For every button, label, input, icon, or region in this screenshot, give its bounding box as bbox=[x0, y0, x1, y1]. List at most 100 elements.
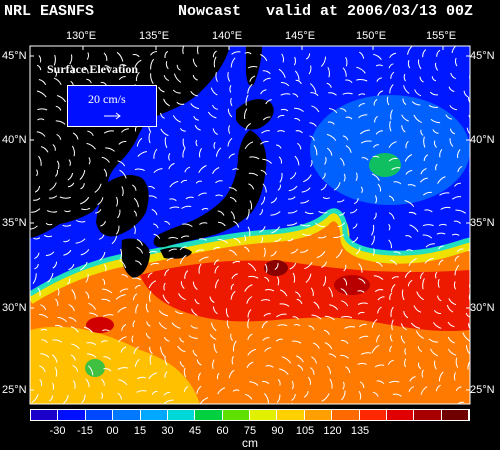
current-vector bbox=[38, 155, 42, 166]
current-vector bbox=[119, 259, 127, 269]
current-vector bbox=[40, 304, 47, 311]
current-vector bbox=[148, 372, 157, 380]
current-vector bbox=[53, 54, 56, 66]
current-vector bbox=[216, 372, 220, 380]
current-vector bbox=[176, 64, 181, 71]
current-vector bbox=[244, 393, 253, 400]
current-vector bbox=[53, 77, 62, 85]
current-vector bbox=[182, 223, 193, 228]
current-vector bbox=[98, 234, 105, 240]
current-vector bbox=[229, 196, 237, 203]
current-vector bbox=[457, 401, 465, 404]
current-vector bbox=[262, 77, 271, 82]
current-vector bbox=[318, 235, 327, 239]
current-vector bbox=[232, 260, 241, 264]
current-vector bbox=[46, 210, 58, 213]
current-vector bbox=[149, 290, 152, 302]
current-vector bbox=[38, 79, 47, 86]
current-vector bbox=[34, 185, 41, 193]
current-vector bbox=[30, 225, 38, 230]
current-vector bbox=[260, 54, 268, 62]
current-vector bbox=[94, 183, 102, 193]
current-vector bbox=[198, 192, 207, 197]
current-vector bbox=[182, 147, 186, 158]
lon-label-155: 155°E bbox=[426, 30, 457, 42]
current-vector bbox=[280, 81, 290, 87]
current-vector bbox=[423, 136, 426, 148]
current-vector bbox=[333, 234, 345, 239]
current-vector bbox=[288, 185, 298, 192]
current-vector bbox=[89, 312, 98, 317]
current-vector bbox=[48, 195, 58, 199]
current-vector bbox=[227, 108, 233, 118]
reference-vector-box: 20 cm/s bbox=[67, 85, 157, 127]
current-vector bbox=[270, 211, 281, 216]
current-vector bbox=[149, 354, 152, 365]
current-vector bbox=[372, 155, 380, 158]
current-vector bbox=[420, 129, 424, 136]
current-vector bbox=[295, 355, 304, 363]
current-vector bbox=[308, 325, 315, 331]
current-vector bbox=[67, 172, 74, 181]
current-vector bbox=[355, 172, 358, 182]
current-vector bbox=[63, 395, 69, 404]
current-vector bbox=[340, 108, 347, 112]
current-vector bbox=[164, 355, 168, 366]
current-vector bbox=[134, 59, 142, 68]
current-vector bbox=[136, 376, 146, 380]
current-vector bbox=[31, 208, 41, 213]
current-vector bbox=[213, 343, 218, 354]
current-vector bbox=[148, 132, 151, 144]
shikoku bbox=[160, 247, 192, 259]
current-vector bbox=[407, 60, 411, 69]
current-vector bbox=[209, 334, 217, 340]
current-vector bbox=[32, 273, 37, 285]
current-vector bbox=[438, 259, 444, 266]
current-vector bbox=[247, 318, 250, 329]
current-vector bbox=[101, 378, 105, 386]
current-vector bbox=[353, 198, 359, 205]
current-vector bbox=[430, 348, 438, 357]
current-vector bbox=[277, 324, 288, 327]
current-vector bbox=[339, 157, 345, 166]
current-vector bbox=[389, 345, 393, 353]
current-vector bbox=[260, 196, 266, 205]
current-vector bbox=[327, 67, 330, 78]
current-vector bbox=[462, 332, 470, 342]
lat-label-30-left: 30°N bbox=[2, 302, 27, 314]
current-vector bbox=[391, 276, 399, 280]
current-vector bbox=[310, 92, 319, 96]
current-vector bbox=[85, 378, 90, 388]
current-vector bbox=[345, 56, 348, 67]
current-vector bbox=[192, 281, 198, 290]
current-vector bbox=[38, 313, 49, 319]
current-vector bbox=[68, 264, 75, 271]
current-vector bbox=[151, 390, 158, 395]
current-vector bbox=[212, 128, 218, 135]
current-vector bbox=[335, 249, 343, 259]
current-vector bbox=[360, 186, 363, 194]
current-vector bbox=[289, 172, 297, 180]
current-vector bbox=[49, 182, 57, 191]
colorbar-tick-label: 30 bbox=[161, 425, 174, 437]
current-vector bbox=[86, 142, 96, 150]
current-vector bbox=[334, 182, 341, 191]
current-vector bbox=[276, 144, 282, 149]
current-vector bbox=[371, 224, 375, 236]
current-vector bbox=[469, 276, 470, 278]
current-vector bbox=[340, 288, 348, 296]
current-vector bbox=[199, 148, 203, 158]
current-vector bbox=[117, 160, 126, 167]
current-vector bbox=[469, 169, 470, 172]
current-vector bbox=[259, 226, 266, 233]
current-vector bbox=[168, 237, 179, 240]
current-vector bbox=[134, 358, 141, 367]
current-vector bbox=[388, 141, 397, 148]
current-vector bbox=[428, 104, 439, 108]
current-vector bbox=[467, 249, 470, 252]
lat-label-25-left: 25°N bbox=[2, 384, 27, 396]
current-vector bbox=[181, 205, 192, 210]
current-vector bbox=[118, 140, 127, 145]
axis-ticks bbox=[30, 46, 470, 391]
current-vector bbox=[215, 194, 224, 197]
